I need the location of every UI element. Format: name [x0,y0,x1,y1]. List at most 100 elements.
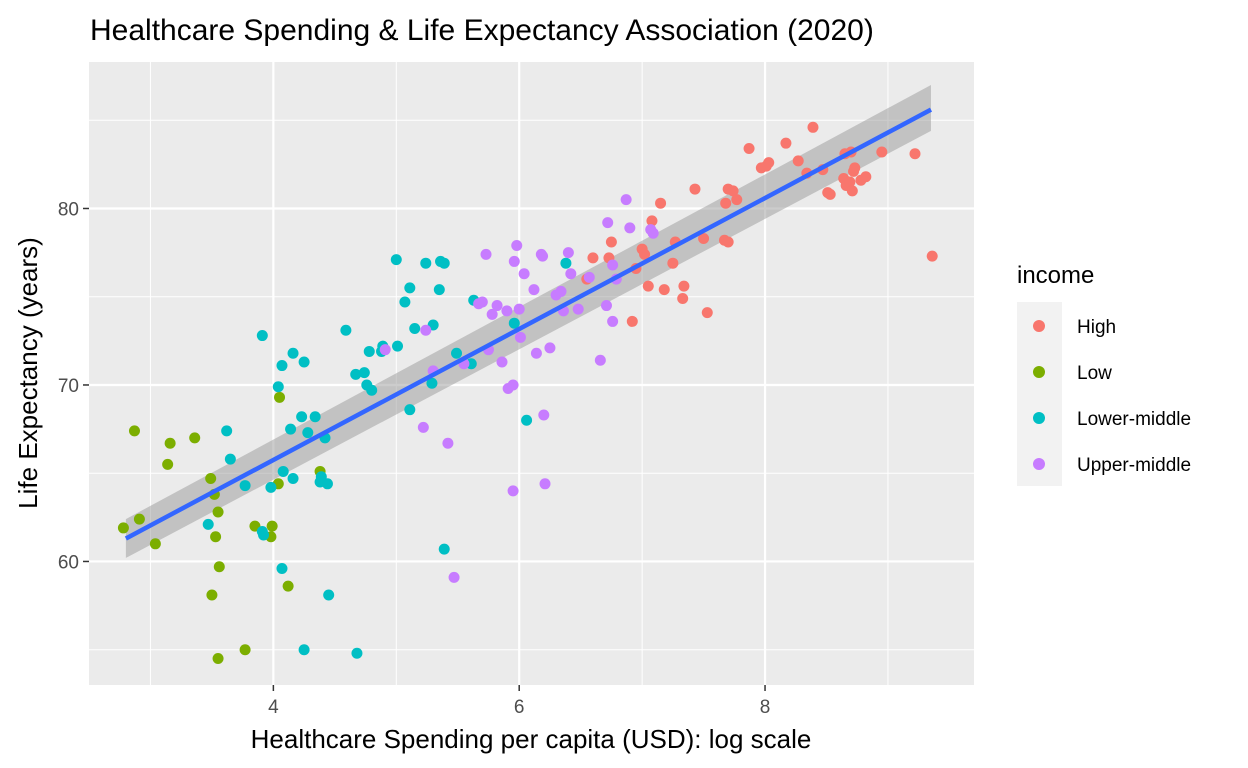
point-upper-middle [538,409,550,421]
point-lower-middle [363,345,375,357]
point-lower-middle [265,481,277,493]
point-upper-middle [607,259,619,271]
point-upper-middle [607,315,619,327]
legend-title: income [1017,262,1094,289]
point-upper-middle [448,571,460,583]
point-low [212,506,224,518]
point-lower-middle [351,647,363,659]
point-upper-middle [496,356,508,368]
legend-key-upper-middle [1033,458,1045,470]
point-lower-middle [239,480,251,492]
x-tick-label: 4 [268,697,279,718]
point-lower-middle [276,563,288,575]
point-low [164,437,176,449]
point-upper-middle [583,271,595,283]
point-low [162,458,174,470]
legend-key-low [1033,366,1045,378]
x-tick-label: 8 [760,697,771,718]
trend-line-layer [124,107,933,541]
point-lower-middle [277,465,289,477]
point-high [860,171,872,183]
point-high [876,146,888,158]
point-upper-middle [507,485,519,497]
point-lower-middle [426,377,438,389]
point-upper-middle [508,255,520,267]
point-lower-middle [221,425,233,437]
y-tick-label: 60 [58,552,79,573]
point-high [846,185,858,197]
point-upper-middle [486,308,498,320]
point-upper-middle [442,437,454,449]
point-lower-middle [298,356,310,368]
point-low [212,653,224,665]
point-high [605,236,617,248]
point-upper-middle [507,379,519,391]
point-upper-middle [501,305,513,317]
point-high [824,188,836,200]
point-high [743,142,755,154]
chart-title: Healthcare Spending & Life Expectancy As… [90,14,874,47]
point-high [698,232,710,244]
legend: income High Low Lower-middle Upper-middle [1017,262,1191,486]
point-high [626,315,638,327]
point-lower-middle [276,360,288,372]
point-low [133,513,145,525]
point-lower-middle [451,347,463,359]
legend-key-high [1033,320,1045,332]
x-tick-label: 6 [514,697,525,718]
point-lower-middle [420,257,432,269]
point-lower-middle [521,414,533,426]
point-lower-middle [340,324,352,336]
point-upper-middle [544,342,556,354]
point-lower-middle [358,367,370,379]
point-high [720,197,732,209]
point-lower-middle [256,330,268,342]
point-upper-middle [594,354,606,366]
point-low [266,520,278,532]
point-high [926,250,938,262]
point-high [639,248,651,260]
point-lower-middle [309,411,321,423]
point-lower-middle [399,296,411,308]
y-axis-ticks: 60 70 80 [58,199,89,573]
point-lower-middle [409,322,421,334]
point-upper-middle [600,300,612,312]
point-high [677,292,689,304]
legend-label-low: Low [1077,363,1112,384]
legend-items: High Low Lower-middle Upper-middle [1033,317,1191,476]
point-low [210,531,222,543]
point-lower-middle [433,284,445,296]
point-lower-middle [287,347,299,359]
point-high [849,162,861,174]
y-axis-title: Life Expectancy (years) [13,237,43,509]
legend-label-high: High [1077,317,1116,338]
point-upper-middle [647,227,659,239]
point-upper-middle [491,300,503,312]
point-low [128,425,140,437]
x-axis-title: Healthcare Spending per capita (USD): lo… [251,724,812,754]
point-high [722,236,734,248]
point-high [807,121,819,133]
point-low [213,561,225,573]
point-lower-middle [404,404,416,416]
point-upper-middle [602,217,614,229]
point-upper-middle [539,478,551,490]
point-lower-middle [438,543,450,555]
point-upper-middle [555,285,567,297]
x-axis-ticks: 4 6 8 [268,685,770,718]
point-low [239,644,251,656]
legend-key-background [1017,302,1062,486]
point-upper-middle [379,344,391,356]
point-upper-middle [480,248,492,260]
y-tick-label: 80 [58,199,79,220]
point-high [763,157,775,169]
point-upper-middle [420,324,432,336]
point-upper-middle [530,347,542,359]
point-high [655,197,667,209]
point-upper-middle [511,240,523,252]
y-tick-label: 70 [58,376,79,397]
point-lower-middle [323,589,335,601]
point-high [678,280,690,292]
point-upper-middle [476,296,488,308]
